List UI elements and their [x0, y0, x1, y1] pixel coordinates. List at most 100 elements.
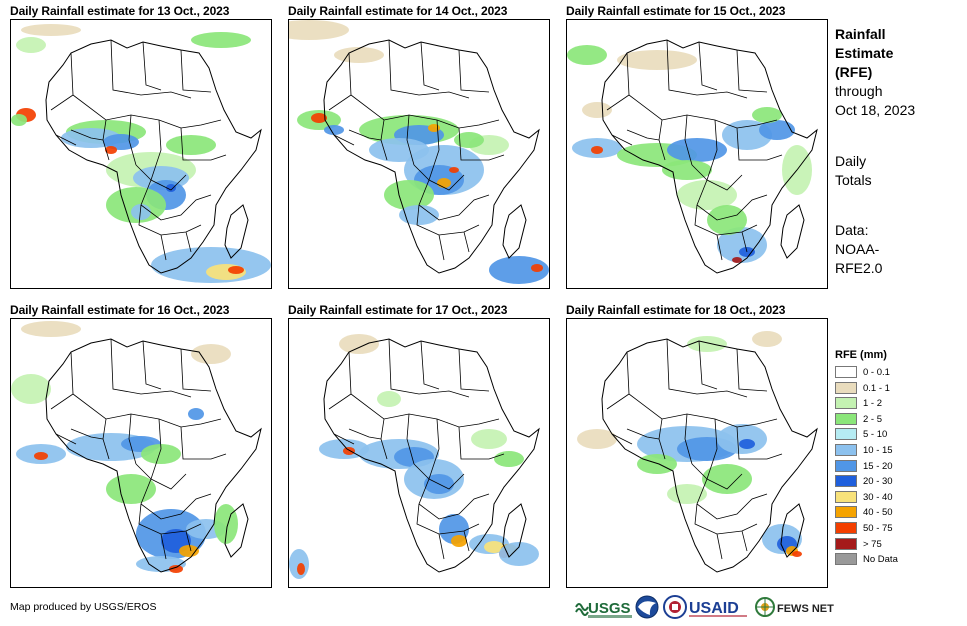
- country-border: [666, 338, 748, 398]
- rainfall-area: [667, 138, 727, 162]
- legend-label: 5 - 10: [863, 429, 888, 441]
- country-border: [110, 39, 192, 99]
- rainfall-area: [228, 266, 244, 274]
- legend-item: 0 - 0.1: [835, 365, 955, 381]
- legend-label: > 75: [863, 538, 882, 550]
- africa-coastline: [45, 39, 262, 274]
- rainfall-area: [717, 424, 767, 454]
- rainfall-area: [449, 167, 459, 173]
- rfe-legend: RFE (mm) 0 - 0.1 0.1 - 1 1 - 2 2 - 5 5 - 10 1…: [835, 347, 955, 568]
- country-border: [406, 114, 415, 166]
- rainfall-area: [484, 541, 504, 553]
- rainfall-area: [343, 447, 355, 455]
- rainfall-area: [662, 160, 712, 180]
- legend-swatch: [835, 553, 857, 566]
- country-border: [741, 530, 748, 552]
- country-border: [140, 179, 212, 221]
- noaa-logo: [635, 593, 659, 621]
- legend-swatch: [835, 506, 857, 519]
- rainfall-map: [288, 318, 550, 588]
- rainfall-area: [16, 37, 46, 53]
- map-canvas: [567, 319, 827, 587]
- africa-coastline: [323, 338, 540, 573]
- country-border: [333, 433, 355, 445]
- rainfall-area: [454, 132, 484, 148]
- rainfall-map: [566, 19, 828, 289]
- legend-item: 40 - 50: [835, 505, 955, 521]
- rainfall-area: [11, 374, 51, 404]
- country-border: [55, 134, 77, 146]
- rainfall-area: [377, 391, 401, 407]
- rainfall-area: [567, 45, 607, 65]
- legend-item: 30 - 40: [835, 490, 955, 506]
- totals-label: Daily: [835, 153, 867, 169]
- legend-label: 30 - 40: [863, 491, 893, 503]
- country-border: [348, 428, 382, 440]
- rainfall-area: [752, 331, 782, 347]
- legend-label: 10 - 15: [863, 444, 893, 456]
- country-border: [180, 426, 227, 460]
- rainfall-area: [384, 180, 434, 210]
- panel-title: Daily Rainfall estimate for 15 Oct., 202…: [566, 4, 786, 18]
- rainfall-area: [702, 464, 752, 494]
- rainfall-area: [759, 120, 795, 140]
- legend-title: RFE (mm): [835, 349, 887, 361]
- rainfall-area: [11, 114, 27, 126]
- country-border: [684, 114, 693, 166]
- rainfall-area: [577, 429, 617, 449]
- country-border: [438, 533, 445, 560]
- rainfall-area: [499, 542, 539, 566]
- rainfall-area: [289, 20, 349, 40]
- rainfall-area: [106, 474, 156, 504]
- legend-item: 5 - 10: [835, 427, 955, 443]
- legend-swatch: [835, 412, 857, 425]
- country-border: [626, 129, 660, 141]
- data-source-label: NOAA-: [835, 241, 880, 257]
- country-border: [696, 179, 768, 221]
- legend-label: 50 - 75: [863, 522, 893, 534]
- country-border: [413, 164, 430, 181]
- side-title-line: Rainfall: [835, 26, 886, 42]
- rainfall-area: [531, 264, 543, 272]
- africa-coastline: [601, 39, 818, 274]
- usgs-logo: USGS: [575, 593, 633, 621]
- legend-swatch: [835, 397, 857, 410]
- logo-strip: USGS USAID FEWS NET: [575, 593, 835, 621]
- country-border: [458, 127, 505, 161]
- rainfall-map: [288, 19, 550, 289]
- legend-label: No Data: [863, 554, 898, 566]
- legend-item: 50 - 75: [835, 521, 955, 537]
- country-border: [418, 179, 490, 221]
- rainfall-area: [191, 32, 251, 48]
- rainfall-area: [34, 452, 48, 460]
- country-border: [160, 234, 167, 261]
- rainfall-area: [739, 439, 755, 449]
- legend-item: 10 - 15: [835, 443, 955, 459]
- country-border: [135, 164, 152, 181]
- rainfall-area: [582, 102, 612, 118]
- rainfall-area: [214, 504, 238, 544]
- country-border: [406, 413, 415, 465]
- rainfall-map: [566, 318, 828, 588]
- country-border: [691, 463, 708, 480]
- rainfall-area: [687, 336, 727, 352]
- legend-label: 15 - 20: [863, 460, 893, 472]
- country-border: [741, 231, 748, 253]
- country-border: [110, 338, 192, 398]
- country-border: [180, 348, 212, 392]
- rainfall-map: [10, 19, 272, 289]
- legend-item: 15 - 20: [835, 459, 955, 475]
- legend-item: > 75: [835, 537, 955, 553]
- rainfall-area: [471, 429, 507, 449]
- rainfall-area: [617, 50, 697, 70]
- country-border: [70, 129, 104, 141]
- map-canvas: [289, 319, 549, 587]
- country-border: [128, 114, 137, 166]
- madagascar-coastline: [780, 503, 805, 558]
- legend-label: 40 - 50: [863, 507, 893, 519]
- fews-net-logo: FEWS NET: [755, 593, 837, 621]
- rainfall-area: [494, 451, 524, 467]
- country-border: [185, 231, 192, 253]
- legend-label: 0.1 - 1: [863, 382, 890, 394]
- rainfall-area: [103, 134, 139, 150]
